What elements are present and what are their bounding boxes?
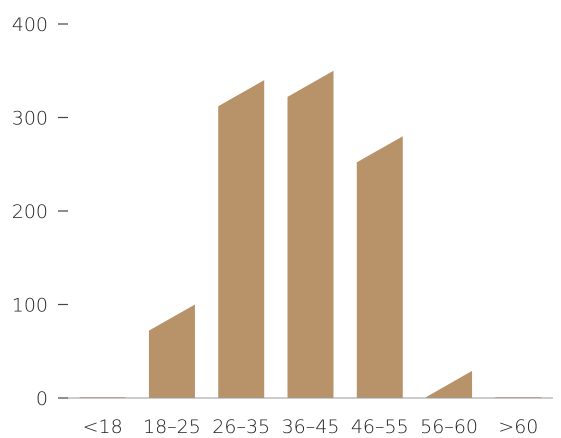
bar (426, 370, 473, 398)
x-tick-label: 26–35 (212, 416, 270, 438)
x-axis: <18 18–25 26–35 36–45 46–55 56–60 >60 (83, 416, 539, 438)
x-tick-label: 46–55 (351, 416, 409, 438)
y-axis: 0 100 200 300 400 (12, 14, 68, 410)
bars-group (79, 70, 542, 398)
x-tick-label: <18 (83, 416, 123, 438)
y-tick-label: 100 (12, 295, 48, 317)
bar (356, 136, 403, 398)
x-tick-label: 36–45 (282, 416, 340, 438)
x-tick-label: 56–60 (420, 416, 478, 438)
bar (218, 80, 265, 398)
x-tick-label: >60 (498, 416, 538, 438)
bar (148, 304, 195, 398)
y-tick-label: 300 (12, 108, 48, 130)
y-tick-label: 400 (12, 14, 48, 36)
bar (287, 70, 334, 398)
x-tick-label: 18–25 (143, 416, 201, 438)
y-tick-label: 200 (12, 201, 48, 223)
y-tick-label: 0 (36, 388, 48, 410)
